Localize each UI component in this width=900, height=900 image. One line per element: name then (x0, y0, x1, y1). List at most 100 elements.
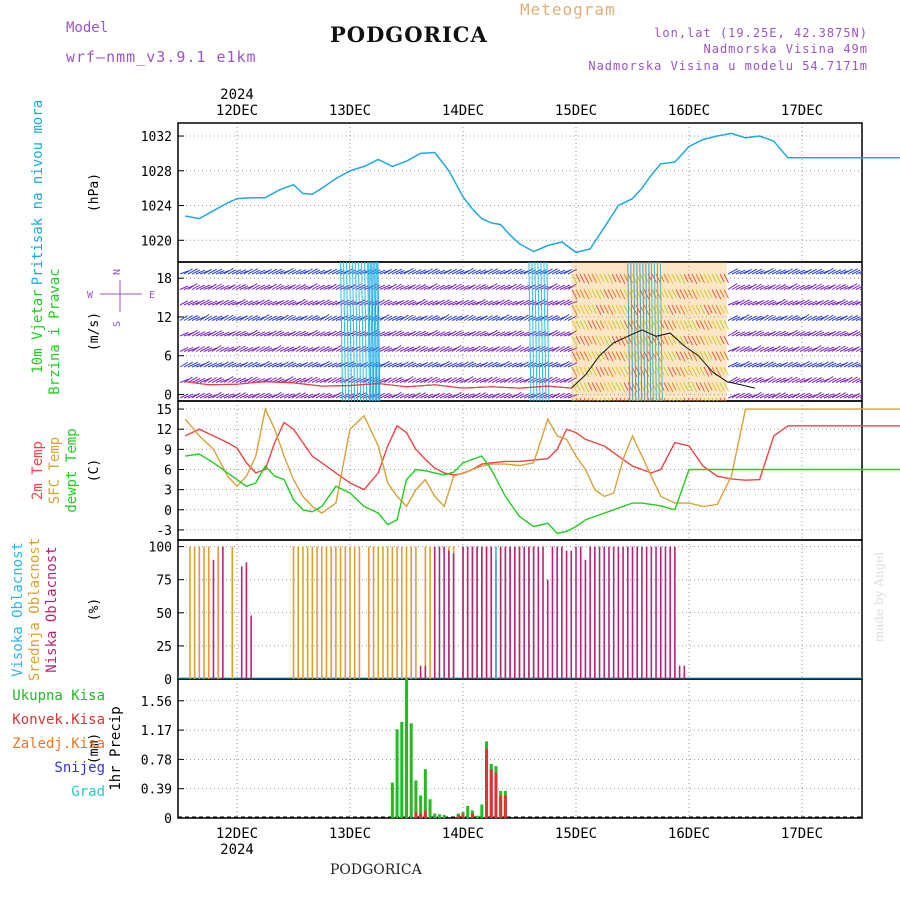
wind-barb (687, 366, 693, 377)
wind-barb (407, 347, 417, 352)
wind-barb (423, 376, 433, 383)
wind-barb (191, 284, 201, 290)
wind-barb (419, 361, 428, 368)
wind-barb (615, 289, 621, 299)
wind-barb (735, 377, 746, 383)
wind-barb (667, 397, 671, 401)
wind-barb (351, 269, 362, 275)
wind-barb (427, 329, 438, 337)
wind-barb (587, 335, 593, 345)
wind-barb (315, 316, 326, 321)
wind-barb (575, 289, 581, 298)
wind-barb (395, 393, 405, 399)
wind-barb (711, 335, 717, 346)
wind-barb (447, 347, 458, 352)
wind-barb (563, 347, 573, 352)
wind-barb (735, 269, 746, 275)
wind-barb (435, 299, 445, 306)
wind-barb (591, 320, 597, 330)
wind-barb (707, 273, 713, 283)
wind-barb (643, 351, 650, 362)
panel-title: 10m Vjetar (30, 289, 46, 373)
wind-barb (603, 397, 607, 401)
wind-barb (583, 335, 590, 347)
wind-barb (607, 397, 611, 401)
wind-barb (311, 269, 321, 275)
wind-barb (455, 316, 465, 321)
wind-barb (627, 382, 633, 392)
wind-barb (791, 346, 800, 352)
wind-barb (319, 314, 330, 321)
wind-barb (663, 320, 669, 330)
wind-barb (267, 268, 278, 275)
precip-bar (419, 813, 423, 818)
wind-barb (839, 285, 849, 290)
wind-barb-band (653, 262, 657, 401)
wind-barb (419, 315, 428, 321)
wind-barb (431, 301, 441, 306)
elevation-label: Nadmorska Visina 49m (703, 42, 868, 56)
wind-barb (603, 382, 609, 392)
precip-bar (400, 721, 404, 818)
wind-barb (227, 377, 237, 383)
wind-barb (475, 298, 486, 306)
wind-barb-band (355, 262, 359, 401)
wind-barb (679, 351, 686, 362)
wind-barb (407, 315, 417, 321)
wind-barb (615, 382, 621, 392)
wind-barb (363, 361, 374, 368)
wind-barb (803, 332, 813, 337)
wind-barb-band (659, 262, 663, 401)
wind-barb (691, 273, 698, 285)
wind-barb (299, 270, 309, 275)
wind-barb (447, 330, 457, 337)
wind-barb (507, 377, 517, 383)
wind-barb (275, 284, 285, 290)
wind-barb (443, 315, 453, 321)
wind-barb (215, 270, 225, 275)
wind-barb (339, 361, 349, 368)
wind-barb (555, 299, 565, 306)
precip-bar (423, 810, 427, 818)
wind-barb (347, 362, 357, 368)
wind-barb (519, 284, 530, 290)
wind-barb (591, 289, 597, 299)
wind-barb (851, 284, 861, 290)
wind-barb (391, 268, 403, 275)
meteogram-panels: 1020 1024 1028 1032 (hPa) 0 6 12 18 (m/s) -3 0 3 6 9 12… (10, 87, 900, 858)
wind-barb (459, 393, 470, 399)
wind-barb (803, 315, 813, 321)
wind-barb-band (633, 262, 637, 401)
wind-barb (743, 362, 753, 368)
wind-barb (819, 393, 830, 399)
wind-barb (307, 329, 318, 337)
wind-barb (599, 366, 605, 376)
y-tick-label: 50 (156, 607, 172, 622)
precip-bar (437, 814, 441, 818)
wind-barb (799, 392, 811, 399)
wind-barb (183, 393, 194, 399)
wind-barb (755, 299, 764, 306)
wind-barb (799, 314, 810, 321)
wind-barb (455, 363, 465, 368)
wind-barb (515, 270, 525, 275)
wind-barb (419, 285, 429, 290)
wind-barb (215, 299, 224, 306)
precip-bar (480, 804, 484, 818)
panel-pressure: 1020 1024 1028 1032 (hPa) (87, 122, 863, 263)
wind-barb (323, 347, 333, 352)
wind-barb-band (376, 262, 380, 401)
wind-barb (243, 300, 254, 306)
wind-barb-band (528, 262, 532, 401)
wind-barb (635, 382, 641, 391)
wind-barb (579, 335, 585, 346)
y-tick-label: 0.39 (141, 783, 172, 798)
wind-barb (567, 330, 577, 337)
wind-barb (383, 377, 392, 383)
wind-barb (615, 351, 621, 361)
wind-barb (599, 289, 605, 298)
wind-barb (231, 362, 242, 368)
wind-barb (203, 377, 212, 383)
wind-barb (255, 284, 266, 290)
wind-barb-band (370, 262, 374, 401)
